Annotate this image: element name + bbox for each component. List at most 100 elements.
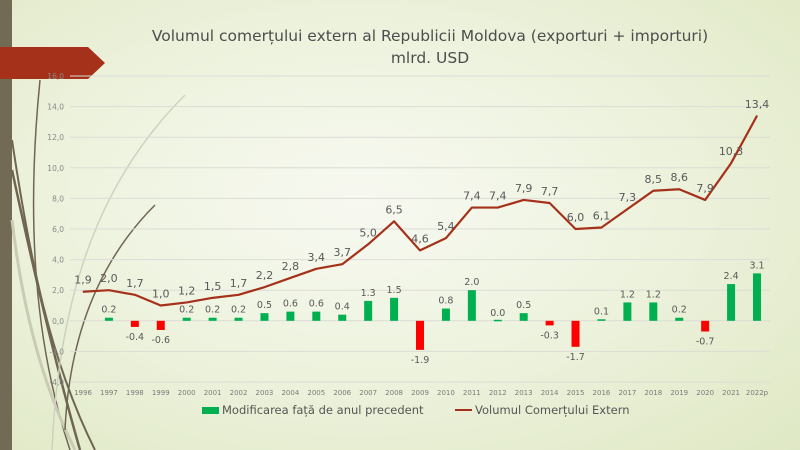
line-point [523, 199, 525, 201]
line-point [367, 243, 369, 245]
bar-data-label: -0.6 [151, 335, 170, 346]
bars: 0.2 -0.4 -0.6 0.2 0.2 0.2 0.5 0.6 0.6 0.4 1.3 1.5 -1… [101, 260, 764, 366]
line-data-label: 3,7 [333, 246, 351, 259]
line-point [419, 249, 421, 251]
bar [260, 313, 269, 321]
x-tick-label: 2002 [230, 389, 248, 397]
x-tick-label: 1997 [100, 389, 118, 397]
bar-data-label: 1.2 [620, 289, 635, 300]
bar [364, 300, 373, 321]
bar [416, 320, 424, 350]
bar [156, 320, 165, 330]
bar [545, 320, 554, 326]
line-data-label: 1,2 [178, 284, 196, 297]
line-data-label: 8,5 [645, 173, 663, 186]
x-tick-label: 1998 [126, 389, 144, 397]
line-point [160, 305, 162, 306]
bar-data-label: 0.5 [257, 300, 272, 311]
y-tick-label: 8,0 [52, 194, 64, 203]
x-tick-label: 2018 [644, 389, 662, 397]
x-axis-ticks: 1996 1997 1998 1999 2000 2001 2002 2003 2004 2005… [74, 389, 769, 397]
bar [182, 317, 191, 321]
bar [130, 320, 139, 327]
line-point [730, 162, 732, 164]
x-tick-label: 2010 [437, 389, 455, 397]
line-point [82, 291, 84, 293]
y-tick-label: 10,0 [47, 164, 64, 173]
bar [286, 311, 295, 321]
line-point [186, 301, 188, 303]
y-tick-label: 4,0 [52, 256, 64, 265]
bar [104, 317, 113, 321]
x-tick-label: 2019 [670, 389, 688, 397]
line-point [704, 199, 706, 201]
line-data-label: 7,3 [619, 191, 637, 204]
line-point [652, 190, 654, 192]
x-tick-label: 2009 [411, 389, 429, 397]
line-data-label: 6,0 [567, 211, 585, 224]
line-point [108, 289, 110, 291]
legend-label-line: Volumul Comerțului Extern [475, 403, 630, 417]
y-tick-label: 0,0 [52, 317, 64, 326]
y-tick-label: 14,0 [47, 103, 64, 112]
bar [519, 313, 528, 321]
bar [312, 311, 321, 321]
line-data-label: 7,7 [541, 185, 559, 198]
x-tick-label: 2014 [541, 389, 559, 397]
x-tick-label: 2000 [178, 389, 196, 397]
line-data-label: 1,0 [152, 288, 170, 301]
line-data-label: 2,8 [282, 260, 300, 273]
bar-data-label: -1.9 [411, 355, 430, 366]
x-tick-label: 2012 [489, 389, 507, 397]
line-point [626, 208, 628, 210]
line-data-label: 4,6 [411, 232, 429, 245]
bar [234, 317, 243, 321]
line-data-label: 1,7 [230, 277, 248, 290]
bar-data-label: 0.1 [594, 306, 609, 317]
bar-data-label: 0.2 [231, 305, 246, 316]
line-point [238, 294, 240, 296]
legend-item-bars: Modificarea față de anul precedent [202, 403, 424, 417]
line-data-label: 5,4 [437, 220, 455, 233]
bar-data-label: 0.6 [283, 299, 298, 310]
y-axis-ticks: 16,0 14,0 12,0 10,0 8,0 6,0 4,0 2,0 0,0 -2,0 -4,0 [47, 72, 64, 387]
legend-label-bars: Modificarea față de anul precedent [222, 403, 424, 417]
line-point [600, 226, 602, 228]
x-tick-label: 2005 [307, 389, 325, 397]
line-data-label: 2,2 [256, 269, 274, 282]
bar [571, 320, 580, 347]
bar-data-label: 0.8 [438, 296, 453, 307]
bar-data-label: -1.7 [566, 352, 585, 363]
line-data-label: 7,4 [489, 190, 507, 203]
line-point [497, 207, 499, 209]
bar-data-label: 0.2 [179, 305, 194, 316]
line-point [393, 220, 395, 222]
bar-data-label: 1.2 [646, 289, 661, 300]
bar-data-label: 1.3 [361, 288, 376, 299]
line-series: 1,9 2,0 1,7 1,0 1,2 1,5 1,7 2,2 2,8 3,4 3,7 5,0 6,5 4… [74, 98, 769, 307]
line-data-label: 7,9 [696, 182, 714, 195]
y-tick-label: -2,0 [49, 347, 64, 356]
line-point [134, 294, 136, 296]
line-point [445, 237, 447, 239]
line-point [678, 188, 680, 190]
x-tick-label: 2011 [463, 389, 481, 397]
bar [623, 302, 632, 321]
line-data-label: 7,4 [463, 190, 481, 203]
bar-data-label: 0.2 [101, 305, 116, 316]
y-tick-label: 2,0 [52, 286, 64, 295]
x-tick-label: 2004 [281, 389, 299, 397]
line-path [82, 115, 758, 307]
line-data-label: 10,3 [719, 145, 744, 158]
x-tick-label: 2003 [256, 389, 274, 397]
bar [649, 302, 658, 321]
line-data-label: 8,6 [670, 171, 688, 184]
bar [467, 290, 476, 321]
bar-data-label: -0.7 [696, 337, 715, 348]
bar [597, 319, 606, 321]
y-tick-label: -4,0 [49, 378, 64, 387]
bar [727, 284, 736, 321]
line-data-label: 5,0 [359, 226, 377, 239]
bar [390, 297, 399, 321]
